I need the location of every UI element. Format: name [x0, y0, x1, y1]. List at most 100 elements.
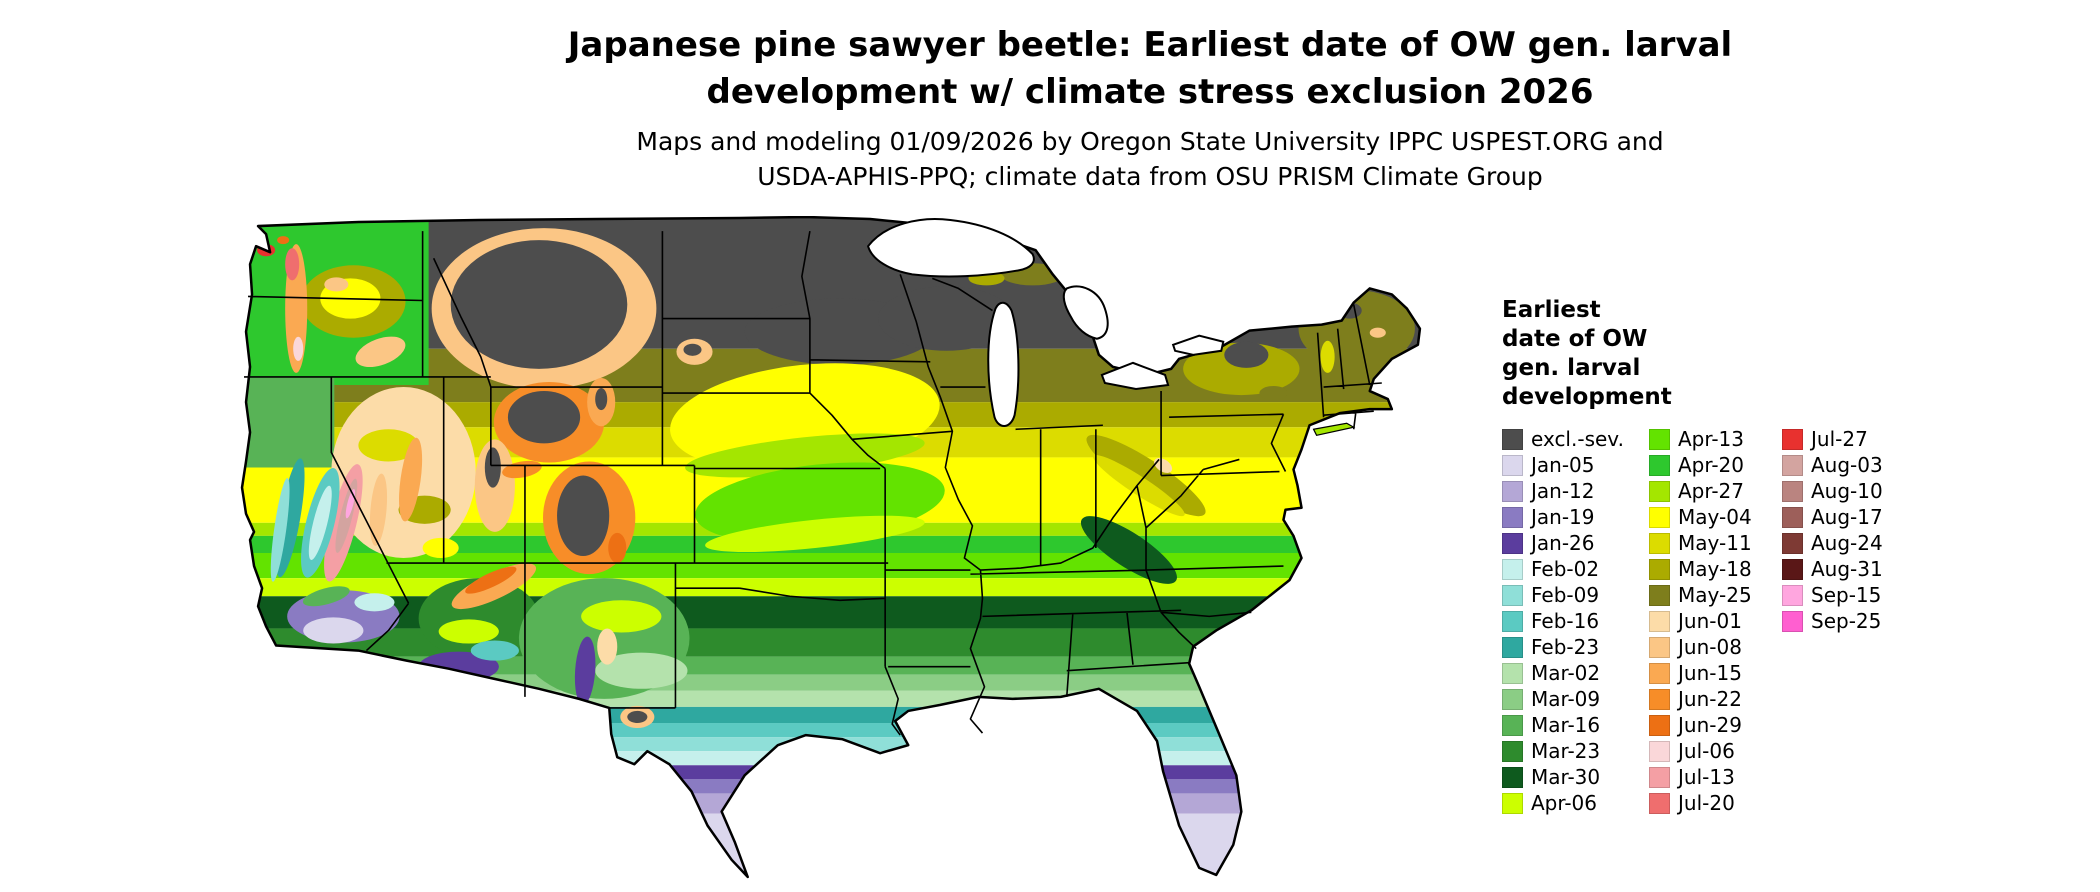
legend-label: Mar-23 — [1531, 739, 1601, 763]
legend-swatch — [1649, 506, 1670, 528]
legend-label: May-04 — [1678, 505, 1752, 529]
legend-swatch — [1502, 766, 1523, 788]
legend-label: Jul-06 — [1678, 739, 1735, 763]
legend-item: Jan-19 — [1502, 504, 1649, 530]
map-title-line2: development w/ climate stress exclusion … — [706, 72, 1594, 112]
terrain-patch — [627, 710, 648, 724]
legend-item: Jul-20 — [1649, 790, 1782, 816]
map-band — [242, 578, 1420, 597]
map-band — [242, 690, 1420, 707]
legend-item: Jul-06 — [1649, 738, 1782, 764]
lake-michigan — [987, 301, 1020, 427]
legend-swatch — [1649, 558, 1670, 580]
terrain-patch — [957, 727, 988, 740]
legend-item: Jan-05 — [1502, 452, 1649, 478]
legend-swatch — [1649, 532, 1670, 554]
legend-item: Jun-01 — [1649, 608, 1782, 634]
legend-label: Sep-25 — [1811, 609, 1882, 633]
legend-swatch — [1782, 428, 1803, 450]
terrain-patch — [302, 586, 350, 607]
legend-swatch — [1649, 584, 1670, 606]
legend-item: excl.-sev. — [1502, 426, 1649, 452]
legend-item: Jun-15 — [1649, 660, 1782, 686]
color-bands — [242, 217, 1420, 877]
legend-item: Feb-09 — [1502, 582, 1649, 608]
legend-label: Jan-12 — [1531, 479, 1595, 503]
legend-item: Aug-17 — [1782, 504, 1912, 530]
legend-label: excl.-sev. — [1531, 427, 1624, 451]
legend-swatch — [1502, 480, 1523, 502]
legend-swatch — [1502, 688, 1523, 710]
legend-label: Jun-01 — [1678, 609, 1742, 633]
map-band — [242, 793, 1420, 814]
terrain-patch — [277, 236, 290, 245]
legend-label: Jun-22 — [1678, 687, 1742, 711]
legend-item: Aug-10 — [1782, 478, 1912, 504]
terrain-patch — [345, 489, 356, 519]
legend-label: May-25 — [1678, 583, 1752, 607]
legend-swatch — [1649, 454, 1670, 476]
terrain-patch — [358, 429, 419, 462]
map-band — [242, 706, 1420, 724]
legend-swatch — [1649, 766, 1670, 788]
terrain-patch — [595, 652, 688, 689]
legend-item: Mar-30 — [1502, 764, 1649, 790]
legend-item: Apr-20 — [1649, 452, 1782, 478]
legend-swatch — [1502, 714, 1523, 736]
long-island — [1312, 422, 1356, 436]
lake-superior — [866, 218, 1035, 278]
legend-label: Jan-26 — [1531, 531, 1595, 555]
lake-erie — [1100, 361, 1170, 391]
legend-item: Apr-27 — [1649, 478, 1782, 504]
legend-item: Mar-09 — [1502, 686, 1649, 712]
legend-swatch — [1502, 558, 1523, 580]
legend-item: Apr-06 — [1502, 790, 1649, 816]
lake-ontario — [1171, 334, 1225, 356]
terrain-patch — [270, 478, 290, 582]
legend-label: Jan-19 — [1531, 505, 1595, 529]
legend-swatch — [1782, 506, 1803, 528]
terrain-patch — [369, 473, 388, 546]
legend-column: Apr-13 Apr-20 Apr-27 May-04 May-11 May-18 May-… — [1649, 426, 1782, 816]
legend-swatch — [1649, 428, 1670, 450]
map-band — [242, 751, 1420, 766]
legend-label: Apr-20 — [1678, 453, 1744, 477]
terrain-patch — [354, 593, 395, 612]
legend-label: Apr-06 — [1531, 791, 1597, 815]
legend-label: Feb-23 — [1531, 635, 1600, 659]
state-borders — [244, 230, 1382, 736]
great-lakes — [866, 218, 1225, 427]
legend-swatch — [1782, 584, 1803, 606]
legend-item: Jun-08 — [1649, 634, 1782, 660]
legend-item: Feb-16 — [1502, 608, 1649, 634]
legend-label: Aug-10 — [1811, 479, 1883, 503]
map-band — [242, 779, 1420, 794]
legend-swatch — [1649, 688, 1670, 710]
legend-label: Jul-13 — [1678, 765, 1735, 789]
terrain-patch — [1224, 341, 1269, 368]
us-map-svg — [240, 216, 1422, 879]
legend-item: Jun-29 — [1649, 712, 1782, 738]
terrain-patch — [581, 600, 662, 633]
legend-swatch — [1782, 480, 1803, 502]
legend-swatch — [1649, 714, 1670, 736]
map-band — [242, 813, 1420, 877]
terrain-patch — [683, 343, 702, 356]
terrain-patch — [597, 628, 618, 665]
terrain-patch — [595, 388, 608, 411]
lake-huron — [1062, 285, 1109, 340]
map-band — [242, 674, 1420, 691]
terrain-patch — [1093, 455, 1185, 517]
legend-label: Jul-20 — [1678, 791, 1735, 815]
legend-item: Aug-31 — [1782, 556, 1912, 582]
legend-label: Mar-16 — [1531, 713, 1601, 737]
legend-label: Sep-15 — [1811, 583, 1882, 607]
terrain-patch — [507, 391, 581, 444]
legend-swatch — [1782, 532, 1803, 554]
terrain-patch — [465, 566, 517, 594]
legend-label: Jun-08 — [1678, 635, 1742, 659]
legend-item: Sep-15 — [1782, 582, 1912, 608]
terrain-patch — [293, 336, 304, 361]
legend-title: Earliest date of OW gen. larval developm… — [1502, 296, 2082, 412]
terrain-patch — [355, 336, 406, 368]
